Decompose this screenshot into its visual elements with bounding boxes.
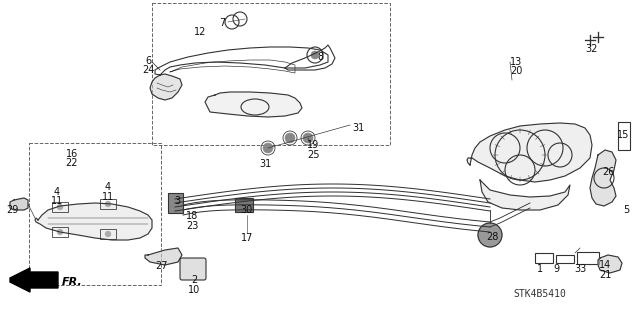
Text: 33: 33 — [574, 264, 586, 274]
Circle shape — [285, 133, 295, 143]
FancyBboxPatch shape — [180, 258, 206, 280]
Bar — [535, 253, 553, 263]
Text: 31: 31 — [352, 123, 364, 133]
Polygon shape — [590, 150, 616, 206]
Circle shape — [105, 231, 111, 237]
Polygon shape — [467, 123, 592, 182]
Text: 11: 11 — [51, 196, 63, 206]
Bar — [52, 202, 68, 212]
Text: 6: 6 — [145, 56, 151, 66]
Text: 26: 26 — [602, 167, 614, 177]
Text: 8: 8 — [317, 52, 323, 62]
Polygon shape — [480, 180, 570, 210]
Text: 22: 22 — [66, 158, 78, 168]
Text: 18: 18 — [186, 211, 198, 221]
Polygon shape — [10, 198, 28, 210]
Text: 19: 19 — [307, 140, 319, 150]
Text: 10: 10 — [188, 285, 200, 295]
Text: 17: 17 — [241, 233, 253, 243]
Bar — [235, 198, 253, 212]
Polygon shape — [150, 74, 182, 100]
Text: 11: 11 — [102, 192, 114, 202]
Text: 13: 13 — [510, 57, 522, 67]
Bar — [556, 255, 574, 263]
Text: 4: 4 — [54, 187, 60, 197]
Bar — [100, 229, 116, 239]
Text: 4: 4 — [105, 182, 111, 192]
Circle shape — [57, 229, 63, 235]
Text: 29: 29 — [6, 205, 18, 215]
Text: 5: 5 — [623, 205, 629, 215]
Circle shape — [311, 51, 319, 59]
Text: 2: 2 — [191, 275, 197, 285]
Circle shape — [303, 133, 313, 143]
Bar — [52, 227, 68, 237]
Text: 1: 1 — [537, 264, 543, 274]
Polygon shape — [10, 268, 58, 292]
Text: 14: 14 — [599, 260, 611, 270]
Circle shape — [478, 223, 502, 247]
Text: 16: 16 — [66, 149, 78, 159]
Text: 7: 7 — [219, 18, 225, 28]
Text: 23: 23 — [186, 221, 198, 231]
Text: 30: 30 — [240, 205, 252, 215]
Text: FR.: FR. — [62, 277, 83, 287]
Bar — [100, 199, 116, 209]
Bar — [168, 193, 183, 213]
Bar — [29, 143, 161, 285]
Text: STK4B5410: STK4B5410 — [513, 289, 566, 299]
Text: 32: 32 — [585, 44, 597, 54]
Bar — [618, 122, 630, 150]
Bar — [152, 3, 390, 145]
Text: 31: 31 — [259, 159, 271, 169]
Text: 24: 24 — [142, 65, 154, 75]
Text: 20: 20 — [510, 66, 522, 76]
Text: 3: 3 — [174, 196, 180, 206]
Polygon shape — [598, 255, 622, 273]
Polygon shape — [205, 92, 302, 117]
Text: 21: 21 — [599, 270, 611, 280]
Text: 12: 12 — [194, 27, 206, 37]
Polygon shape — [35, 203, 152, 240]
Text: 27: 27 — [156, 261, 168, 271]
Bar — [577, 252, 599, 264]
Polygon shape — [145, 248, 182, 265]
Text: 25: 25 — [307, 150, 319, 160]
Text: 9: 9 — [553, 264, 559, 274]
Text: 28: 28 — [486, 232, 498, 242]
Circle shape — [105, 201, 111, 207]
Circle shape — [263, 143, 273, 153]
Text: 15: 15 — [617, 130, 629, 140]
Circle shape — [57, 204, 63, 210]
